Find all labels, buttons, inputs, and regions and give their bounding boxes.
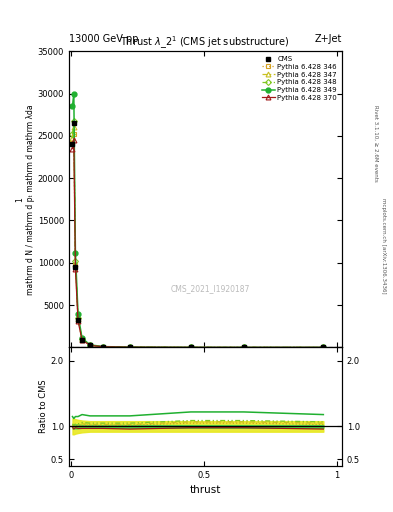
Pythia 6.428 346 — [127, 344, 132, 350]
Pythia 6.428 347 — [80, 336, 84, 342]
Title: Thrust $\lambda\_2^1$ (CMS jet substructure): Thrust $\lambda\_2^1$ (CMS jet substruct… — [120, 35, 290, 51]
Pythia 6.428 348 — [321, 345, 326, 351]
Pythia 6.428 348 — [70, 131, 75, 137]
Text: 13000 GeV pp: 13000 GeV pp — [69, 33, 138, 44]
Pythia 6.428 348 — [76, 315, 81, 321]
Pythia 6.428 347 — [72, 124, 76, 131]
Pythia 6.428 349 — [101, 344, 106, 350]
Pythia 6.428 347 — [127, 344, 132, 350]
Pythia 6.428 346 — [241, 345, 246, 351]
Pythia 6.428 346 — [72, 131, 76, 137]
Pythia 6.428 370 — [241, 345, 246, 351]
Pythia 6.428 349 — [241, 345, 246, 351]
Pythia 6.428 347 — [76, 315, 81, 322]
Text: mcplots.cern.ch [arXiv:1306.3436]: mcplots.cern.ch [arXiv:1306.3436] — [381, 198, 386, 293]
Line: Pythia 6.428 349: Pythia 6.428 349 — [70, 91, 326, 350]
Pythia 6.428 349 — [80, 335, 84, 341]
Y-axis label: Ratio to CMS: Ratio to CMS — [39, 380, 48, 434]
Pythia 6.428 346 — [88, 342, 92, 348]
Line: Pythia 6.428 346: Pythia 6.428 346 — [70, 132, 326, 350]
Pythia 6.428 347 — [321, 345, 326, 351]
Pythia 6.428 349 — [73, 249, 78, 255]
X-axis label: thrust: thrust — [190, 485, 221, 495]
Pythia 6.428 346 — [101, 344, 106, 350]
Pythia 6.428 348 — [127, 344, 132, 350]
Pythia 6.428 349 — [321, 345, 326, 351]
Text: CMS_2021_I1920187: CMS_2021_I1920187 — [171, 284, 250, 293]
Text: Rivet 3.1.10, ≥ 2.6M events: Rivet 3.1.10, ≥ 2.6M events — [373, 105, 378, 182]
Pythia 6.428 347 — [70, 135, 75, 141]
Text: Z+Jet: Z+Jet — [314, 33, 342, 44]
Pythia 6.428 347 — [101, 344, 106, 350]
Pythia 6.428 349 — [70, 103, 75, 109]
Pythia 6.428 348 — [241, 345, 246, 351]
Pythia 6.428 346 — [73, 262, 78, 268]
Pythia 6.428 370 — [101, 344, 106, 350]
Pythia 6.428 370 — [127, 344, 132, 350]
Pythia 6.428 346 — [80, 336, 84, 343]
Pythia 6.428 349 — [72, 91, 76, 97]
Pythia 6.428 349 — [188, 345, 193, 351]
Pythia 6.428 346 — [321, 345, 326, 351]
Pythia 6.428 348 — [72, 118, 76, 124]
Legend: CMS, Pythia 6.428 346, Pythia 6.428 347, Pythia 6.428 348, Pythia 6.428 349, Pyt: CMS, Pythia 6.428 346, Pythia 6.428 347,… — [261, 55, 338, 102]
Pythia 6.428 346 — [70, 140, 75, 146]
Pythia 6.428 370 — [188, 345, 193, 351]
Pythia 6.428 347 — [188, 345, 193, 351]
Pythia 6.428 349 — [88, 342, 92, 348]
Pythia 6.428 348 — [73, 258, 78, 264]
Line: Pythia 6.428 347: Pythia 6.428 347 — [70, 125, 326, 350]
Pythia 6.428 347 — [88, 342, 92, 348]
Pythia 6.428 370 — [88, 343, 92, 349]
Pythia 6.428 370 — [321, 345, 326, 351]
Pythia 6.428 347 — [241, 345, 246, 351]
Pythia 6.428 370 — [72, 137, 76, 143]
Pythia 6.428 348 — [88, 342, 92, 348]
Pythia 6.428 370 — [70, 145, 75, 152]
Pythia 6.428 346 — [76, 316, 81, 323]
Pythia 6.428 348 — [188, 345, 193, 351]
Pythia 6.428 370 — [80, 337, 84, 343]
Pythia 6.428 370 — [73, 266, 78, 272]
Pythia 6.428 348 — [80, 336, 84, 342]
Y-axis label: 1
mathrm d N / mathrm d pₜ mathrm d mathrm λda: 1 mathrm d N / mathrm d pₜ mathrm d math… — [15, 104, 35, 294]
Pythia 6.428 349 — [127, 344, 132, 350]
Line: Pythia 6.428 348: Pythia 6.428 348 — [70, 118, 325, 350]
Line: Pythia 6.428 370: Pythia 6.428 370 — [70, 138, 326, 350]
Pythia 6.428 347 — [73, 261, 78, 267]
Pythia 6.428 346 — [188, 345, 193, 351]
Pythia 6.428 349 — [76, 311, 81, 317]
Pythia 6.428 348 — [101, 344, 106, 350]
Pythia 6.428 370 — [76, 318, 81, 324]
